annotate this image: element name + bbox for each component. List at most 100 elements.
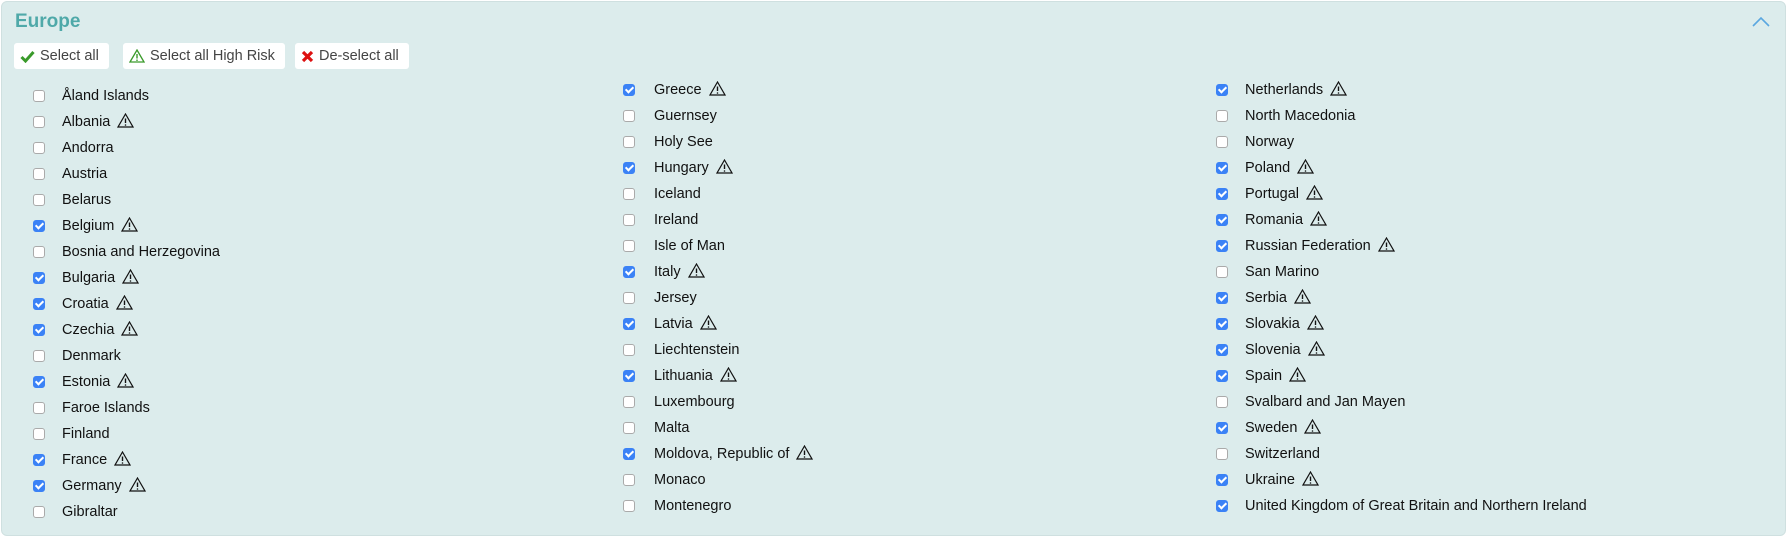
country-checkbox[interactable] [1216, 474, 1228, 486]
country-checkbox[interactable] [33, 350, 45, 362]
country-checkbox[interactable] [33, 90, 45, 102]
select-all-button[interactable]: Select all [14, 43, 109, 69]
country-checkbox[interactable] [33, 246, 45, 258]
country-checkbox[interactable] [1216, 318, 1228, 330]
country-label[interactable]: Luxembourg [654, 394, 735, 410]
country-checkbox[interactable] [1216, 448, 1228, 460]
country-checkbox[interactable] [623, 318, 635, 330]
section-title[interactable]: Europe [15, 11, 81, 32]
country-label[interactable]: Italy [654, 262, 705, 282]
country-checkbox[interactable] [33, 142, 45, 154]
country-checkbox[interactable] [1216, 214, 1228, 226]
country-label[interactable]: Albania [62, 112, 135, 132]
country-label[interactable]: Germany [62, 476, 146, 496]
country-label[interactable]: Portugal [1245, 184, 1324, 204]
country-label[interactable]: Bosnia and Herzegovina [62, 244, 220, 260]
country-label[interactable]: Croatia [62, 294, 133, 314]
country-checkbox[interactable] [623, 110, 635, 122]
country-checkbox[interactable] [33, 480, 45, 492]
country-checkbox[interactable] [1216, 500, 1228, 512]
country-checkbox[interactable] [623, 500, 635, 512]
country-checkbox[interactable] [623, 344, 635, 356]
country-checkbox[interactable] [1216, 136, 1228, 148]
country-label[interactable]: Faroe Islands [62, 400, 150, 416]
country-checkbox[interactable] [623, 136, 635, 148]
country-checkbox[interactable] [33, 116, 45, 128]
country-checkbox[interactable] [1216, 370, 1228, 382]
country-checkbox[interactable] [623, 292, 635, 304]
country-label[interactable]: Guernsey [654, 108, 717, 124]
chevron-up-icon[interactable] [1751, 16, 1771, 28]
country-checkbox[interactable] [623, 266, 635, 278]
country-checkbox[interactable] [1216, 266, 1228, 278]
country-checkbox[interactable] [1216, 110, 1228, 122]
country-label[interactable]: Åland Islands [62, 88, 150, 104]
country-checkbox[interactable] [623, 422, 635, 434]
country-label[interactable]: Svalbard and Jan Mayen [1245, 394, 1406, 410]
country-checkbox[interactable] [33, 168, 45, 180]
country-label[interactable]: Serbia [1245, 288, 1311, 308]
country-checkbox[interactable] [1216, 188, 1228, 200]
country-label[interactable]: Norway [1245, 134, 1295, 150]
country-label[interactable]: Finland [62, 426, 110, 442]
country-label[interactable]: Isle of Man [654, 238, 725, 254]
country-label[interactable]: Slovakia [1245, 314, 1324, 334]
country-label[interactable]: Holy See [654, 134, 713, 150]
country-checkbox[interactable] [623, 188, 635, 200]
country-checkbox[interactable] [33, 272, 45, 284]
country-checkbox[interactable] [623, 396, 635, 408]
country-label[interactable]: Romania [1245, 210, 1328, 230]
country-checkbox[interactable] [33, 298, 45, 310]
country-checkbox[interactable] [33, 454, 45, 466]
country-label[interactable]: Jersey [654, 290, 697, 306]
country-label[interactable]: Ireland [654, 212, 699, 228]
country-checkbox[interactable] [1216, 422, 1228, 434]
country-checkbox[interactable] [623, 162, 635, 174]
country-checkbox[interactable] [33, 428, 45, 440]
country-label[interactable]: Malta [654, 420, 690, 436]
country-label[interactable]: France [62, 450, 132, 470]
country-checkbox[interactable] [623, 474, 635, 486]
country-label[interactable]: Slovenia [1245, 340, 1325, 360]
country-checkbox[interactable] [623, 370, 635, 382]
country-label[interactable]: San Marino [1245, 264, 1320, 280]
country-label[interactable]: Switzerland [1245, 446, 1320, 462]
country-label[interactable]: United Kingdom of Great Britain and Nort… [1245, 498, 1587, 514]
country-label[interactable]: Ukraine [1245, 470, 1320, 490]
deselect-all-button[interactable]: De-select all [295, 43, 409, 69]
country-checkbox[interactable] [623, 448, 635, 460]
country-label[interactable]: Moldova, Republic of [654, 444, 814, 464]
country-checkbox[interactable] [1216, 84, 1228, 96]
country-checkbox[interactable] [33, 194, 45, 206]
country-checkbox[interactable] [623, 214, 635, 226]
country-label[interactable]: Monaco [654, 472, 706, 488]
country-checkbox[interactable] [1216, 344, 1228, 356]
country-checkbox[interactable] [1216, 162, 1228, 174]
country-label[interactable]: Czechia [62, 320, 139, 340]
country-checkbox[interactable] [1216, 396, 1228, 408]
country-label[interactable]: Belgium [62, 216, 139, 236]
country-label[interactable]: Hungary [654, 158, 733, 178]
country-checkbox[interactable] [33, 324, 45, 336]
country-label[interactable]: Sweden [1245, 418, 1322, 438]
country-label[interactable]: Montenegro [654, 498, 732, 514]
country-checkbox[interactable] [1216, 240, 1228, 252]
country-label[interactable]: Iceland [654, 186, 701, 202]
country-checkbox[interactable] [623, 84, 635, 96]
country-checkbox[interactable] [1216, 292, 1228, 304]
country-checkbox[interactable] [623, 240, 635, 252]
country-label[interactable]: Estonia [62, 372, 135, 392]
country-label[interactable]: Bulgaria [62, 268, 140, 288]
country-label[interactable]: Gibraltar [62, 504, 118, 520]
select-high-risk-button[interactable]: Select all High Risk [123, 43, 285, 69]
country-label[interactable]: Denmark [62, 348, 121, 364]
country-label[interactable]: Spain [1245, 366, 1307, 386]
country-label[interactable]: Russian Federation [1245, 236, 1395, 256]
country-label[interactable]: Latvia [654, 314, 717, 334]
country-label[interactable]: North Macedonia [1245, 108, 1356, 124]
country-label[interactable]: Belarus [62, 192, 112, 208]
country-label[interactable]: Liechtenstein [654, 342, 740, 358]
country-checkbox[interactable] [33, 220, 45, 232]
country-label[interactable]: Greece [654, 80, 726, 100]
country-label[interactable]: Poland [1245, 158, 1315, 178]
